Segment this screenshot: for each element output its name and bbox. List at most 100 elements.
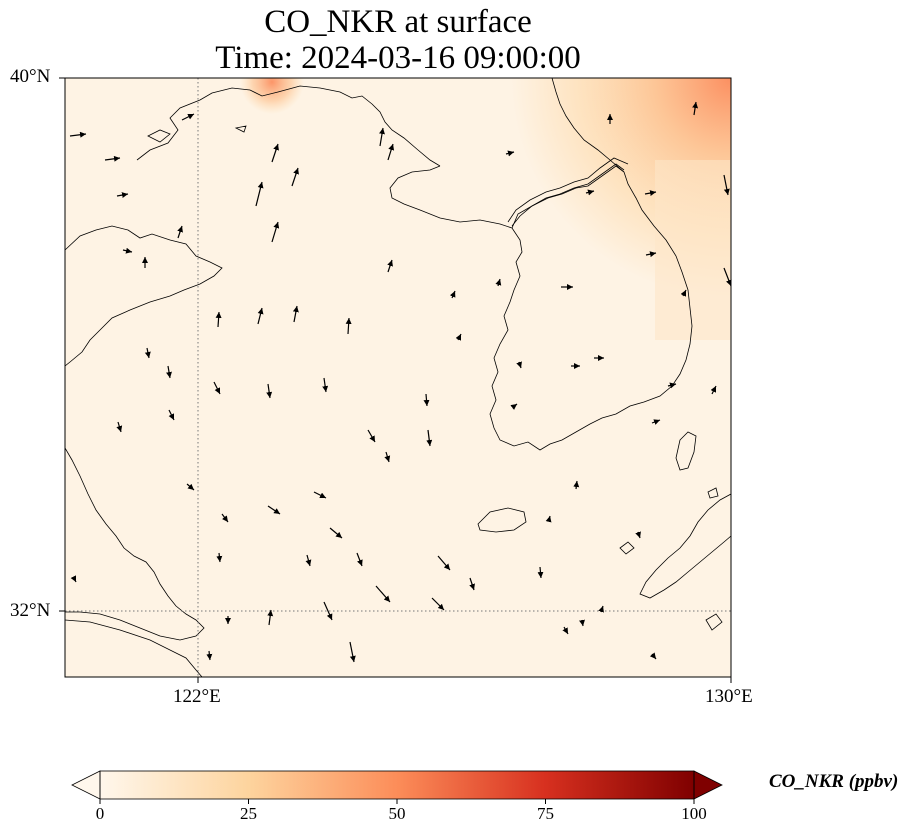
wind-arrow (271, 143, 279, 163)
wind-arrow (356, 552, 363, 567)
axis-ticks (59, 77, 732, 683)
wind-arrow (206, 650, 213, 661)
wind-arrow (291, 167, 299, 187)
wind-arrow (186, 483, 195, 491)
wind-arrow (166, 365, 172, 379)
wind-vectors (69, 101, 732, 663)
wind-arrow (323, 601, 333, 621)
wind-arrow (516, 361, 522, 369)
korea-border-2 (507, 157, 629, 223)
wind-arrow (215, 311, 222, 328)
island-small-2 (707, 487, 719, 499)
wind-arrow (387, 259, 393, 273)
wind-arrow (144, 347, 151, 359)
wind-arrow (505, 150, 515, 157)
korea-border-1 (511, 163, 625, 227)
coastline-china-east (65, 225, 223, 367)
wind-arrow (469, 577, 475, 591)
coastline-korea-west (489, 171, 693, 451)
coastline-korea-north (511, 165, 625, 229)
cb-label-50: 50 (388, 804, 406, 823)
wind-arrow (213, 381, 221, 395)
wind-arrow (710, 385, 717, 395)
wind-arrow (449, 290, 456, 299)
chart-subtitle: Time: 2024-03-16 09:00:00 (215, 40, 581, 76)
wind-arrow (221, 513, 229, 523)
island-small-1 (705, 613, 723, 631)
colorbar-title: CO_NKR (ppbv) (769, 771, 899, 792)
island-jeju (477, 507, 527, 533)
colorbar-extend-max (693, 770, 723, 800)
wind-arrow (168, 409, 175, 421)
wind-arrow (255, 181, 264, 207)
cb-label-100: 100 (681, 804, 707, 823)
gridlines (65, 78, 731, 677)
wind-arrow (375, 585, 391, 603)
wind-arrow (426, 429, 433, 447)
coastline-china-south (65, 447, 205, 641)
wind-arrow (349, 641, 356, 663)
lat-label-40n: 40°N (10, 66, 51, 87)
wind-arrow (266, 383, 273, 399)
island-small-3 (619, 541, 635, 555)
wind-arrow (379, 127, 385, 147)
wind-arrow (329, 527, 343, 539)
concentration-field (65, 78, 731, 677)
wind-arrow (692, 101, 699, 116)
island-tsushima (675, 431, 697, 471)
coastline-china-north (136, 85, 441, 167)
coastline-korea-ne (551, 78, 625, 173)
wind-arrow (116, 421, 123, 433)
wind-arrow (116, 192, 129, 199)
island-shandong-bay (147, 129, 171, 143)
wind-arrow (177, 225, 183, 239)
wind-arrow (367, 429, 376, 443)
wind-arrow (387, 143, 395, 161)
wind-arrow (651, 419, 661, 425)
wind-arrow (267, 609, 274, 626)
wind-arrow (322, 377, 329, 393)
wind-arrow (104, 155, 121, 162)
wind-arrow (384, 451, 391, 463)
wind-arrow (510, 403, 518, 410)
wind-arrow (423, 393, 430, 407)
wind-arrow (345, 317, 352, 335)
cb-label-25: 25 (240, 804, 257, 823)
wind-arrow (579, 619, 585, 627)
coastlines (65, 78, 731, 677)
colorbar-extend-min (71, 770, 101, 800)
lat-label-32n: 32°N (10, 600, 51, 621)
lon-label-122e: 122°E (173, 686, 221, 707)
wind-arrow (635, 531, 641, 539)
wind-arrow (585, 189, 595, 196)
colorbar-gradient (100, 771, 694, 799)
wind-arrow (292, 305, 299, 323)
wind-arrow (455, 333, 462, 341)
wind-arrow (667, 382, 677, 389)
wind-arrow (257, 307, 264, 325)
wind-arrow (537, 566, 544, 579)
wind-arrow (216, 552, 223, 563)
island-small-4 (234, 125, 247, 133)
wind-arrow (562, 626, 569, 635)
coastline-liaodong (389, 165, 513, 229)
wind-arrow (70, 575, 77, 583)
wind-arrow (313, 491, 327, 499)
wind-arrow (181, 113, 195, 121)
wind-arrow (437, 555, 451, 571)
wind-arrow (495, 278, 502, 287)
wind-arrow (644, 190, 657, 197)
plot-frame (64, 77, 732, 678)
chart-title: CO_NKR at surface (264, 4, 532, 40)
wind-arrow (649, 652, 657, 660)
cb-label-0: 0 (95, 804, 105, 823)
wind-arrow (271, 221, 280, 243)
wind-arrow (122, 247, 133, 254)
wind-arrow (431, 597, 445, 611)
wind-arrow (680, 289, 687, 297)
coastline-yangtze-south (65, 619, 203, 677)
wind-arrow (645, 251, 657, 258)
wind-arrow (573, 480, 580, 490)
wind-arrow (545, 515, 552, 523)
